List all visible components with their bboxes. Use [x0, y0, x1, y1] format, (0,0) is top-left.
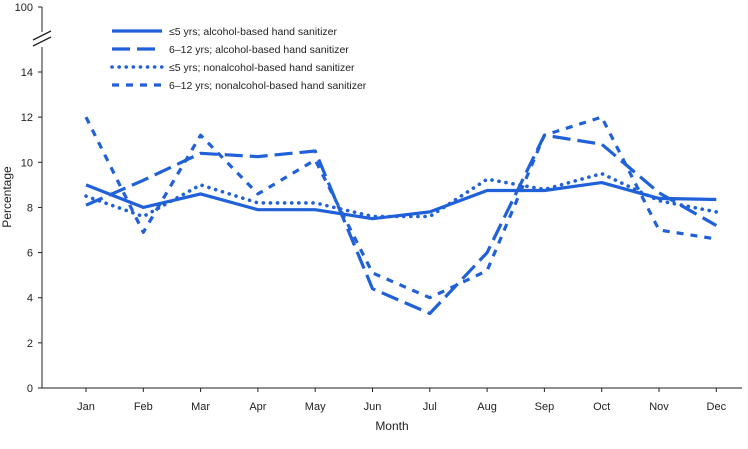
y-tick-group: 0 2 4 6 8 10 12 14 100 [15, 2, 42, 395]
x-tick-label: Jun [364, 401, 382, 413]
legend-label: ≤5 yrs; alcohol-based hand sanitizer [169, 26, 338, 38]
y-tick-label: 14 [21, 67, 33, 79]
x-tick-label: Feb [134, 401, 153, 413]
y-axis-title: Percentage [0, 166, 14, 228]
x-tick-label: Oct [593, 401, 610, 413]
legend-label: ≤5 yrs; nonalcohol-based hand sanitizer [169, 62, 355, 74]
x-tick-label: Dec [707, 401, 727, 413]
x-tick-label: Apr [249, 401, 266, 413]
series-group [84, 115, 719, 316]
x-tick-label: Aug [477, 401, 497, 413]
series-line-2 [85, 133, 718, 316]
y-tick-label: 10 [21, 157, 33, 169]
chart-axes [32, 7, 742, 389]
y-tick-label: 12 [21, 112, 33, 124]
y-tick-label: 2 [27, 338, 33, 350]
y-tick-label: 8 [27, 202, 33, 214]
y-tick-label: 6 [27, 248, 33, 260]
x-tick-label: Nov [649, 401, 669, 413]
series-line-3 [84, 171, 719, 219]
legend: ≤5 yrs; alcohol-based hand sanitizer 6–12… [110, 26, 367, 92]
y-tick-label: 0 [27, 383, 33, 395]
x-axis-title: Month [375, 419, 408, 433]
series-line-1 [85, 181, 717, 221]
y-tick-label: 4 [27, 293, 33, 305]
x-tick-label: Sep [535, 401, 555, 413]
legend-label: 6–12 yrs; alcohol-based hand sanitizer [169, 44, 349, 56]
y-tick-label: 100 [15, 2, 33, 14]
series-line-4 [84, 115, 717, 300]
legend-label: 6–12 yrs; nonalcohol-based hand sanitize… [169, 80, 367, 92]
x-tick-label: Jan [77, 401, 95, 413]
x-tick-label: Jul [423, 401, 437, 413]
x-tick-label: Mar [191, 401, 210, 413]
x-tick-label: May [305, 401, 326, 413]
x-tick-group: Jan Feb Mar Apr May Jun Jul Aug Sep Oct Nov Dec [77, 388, 727, 413]
axis-break-mark [32, 30, 52, 47]
